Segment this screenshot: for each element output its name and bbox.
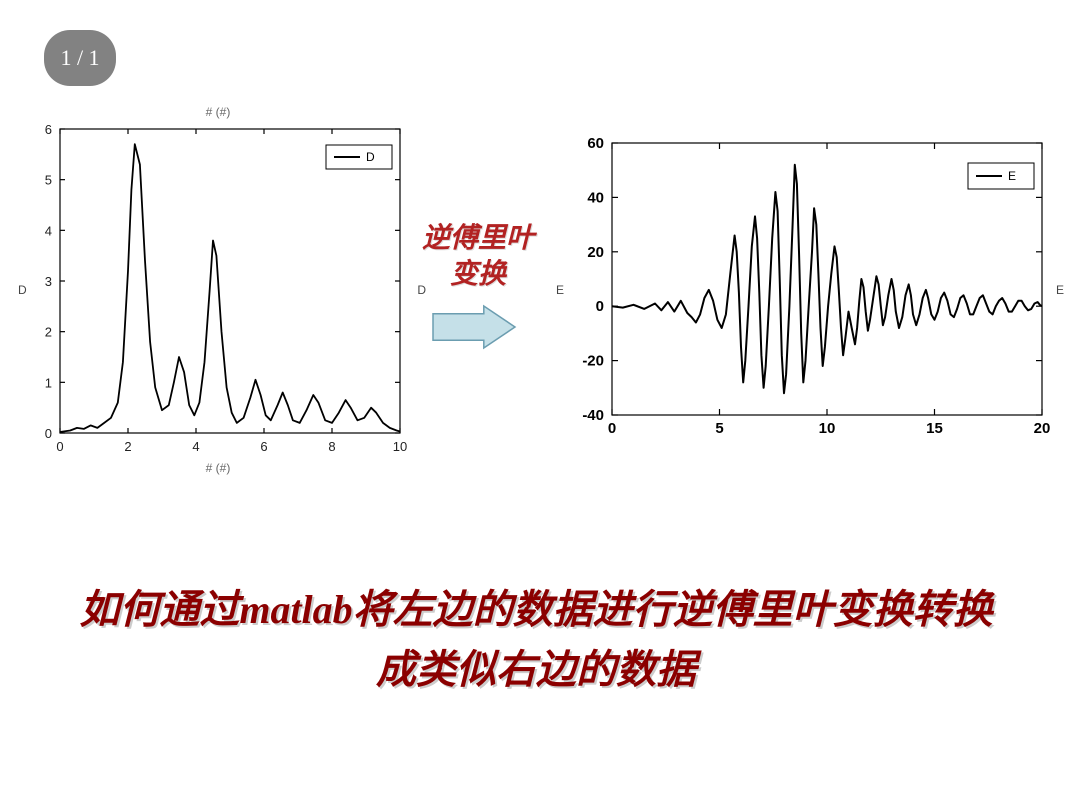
- svg-text:1: 1: [45, 375, 52, 390]
- right-chart-ylabel-right: E: [1056, 283, 1064, 297]
- svg-text:20: 20: [587, 244, 604, 261]
- chart-row: # (#) D D 02468100123456D # (#) 逆傅里叶 变换 …: [18, 100, 1058, 480]
- ifft-label-line2: 变换: [450, 259, 506, 290]
- svg-text:5: 5: [715, 420, 723, 437]
- svg-text:6: 6: [45, 122, 52, 137]
- ifft-label: 逆傅里叶 变换: [422, 221, 534, 294]
- svg-text:0: 0: [596, 298, 604, 315]
- page-badge: 1 / 1: [44, 30, 116, 86]
- arrow-icon: [428, 303, 528, 359]
- right-chart: E E 0 5 10 15 20 -40 -20 0 20 40 60 E: [556, 125, 1056, 455]
- svg-text:0: 0: [608, 420, 616, 437]
- svg-text:3: 3: [45, 274, 52, 289]
- svg-text:0: 0: [45, 426, 52, 441]
- left-chart-ylabel-right: D: [417, 283, 426, 297]
- svg-text:2: 2: [124, 439, 131, 454]
- svg-text:8: 8: [328, 439, 335, 454]
- ifft-label-line1: 逆傅里叶: [422, 223, 534, 254]
- question-text: 如何通过matlab将左边的数据进行逆傅里叶变换转换成类似右边的数据: [0, 580, 1072, 700]
- svg-text:4: 4: [192, 439, 199, 454]
- svg-text:10: 10: [393, 439, 407, 454]
- svg-text:E: E: [1008, 169, 1016, 183]
- left-chart-title-top: # (#): [18, 105, 418, 119]
- left-chart-ylabel-left: D: [18, 283, 27, 297]
- left-chart: # (#) D D 0 2 4 6 8 10 0 1 2 3 4 5 6 D # (#): [18, 105, 418, 475]
- svg-text:0: 0: [56, 439, 63, 454]
- svg-text:4: 4: [45, 223, 52, 238]
- svg-text:15: 15: [926, 420, 943, 437]
- left-chart-title-bottom: # (#): [18, 461, 418, 475]
- svg-text:20: 20: [1034, 420, 1051, 437]
- middle-section: 逆傅里叶 变换: [418, 221, 538, 360]
- svg-text:D: D: [366, 150, 375, 164]
- left-chart-svg: 0 2 4 6 8 10 0 1 2 3 4 5 6 D: [18, 105, 418, 475]
- svg-text:5: 5: [45, 173, 52, 188]
- svg-text:60: 60: [587, 135, 604, 152]
- svg-text:-40: -40: [582, 407, 604, 424]
- svg-text:10: 10: [819, 420, 836, 437]
- svg-text:-20: -20: [582, 353, 604, 370]
- svg-text:2: 2: [45, 325, 52, 340]
- svg-text:6: 6: [260, 439, 267, 454]
- svg-text:40: 40: [587, 189, 604, 206]
- right-chart-svg: 0 5 10 15 20 -40 -20 0 20 40 60 E: [556, 125, 1056, 455]
- right-chart-ylabel-left: E: [556, 283, 564, 297]
